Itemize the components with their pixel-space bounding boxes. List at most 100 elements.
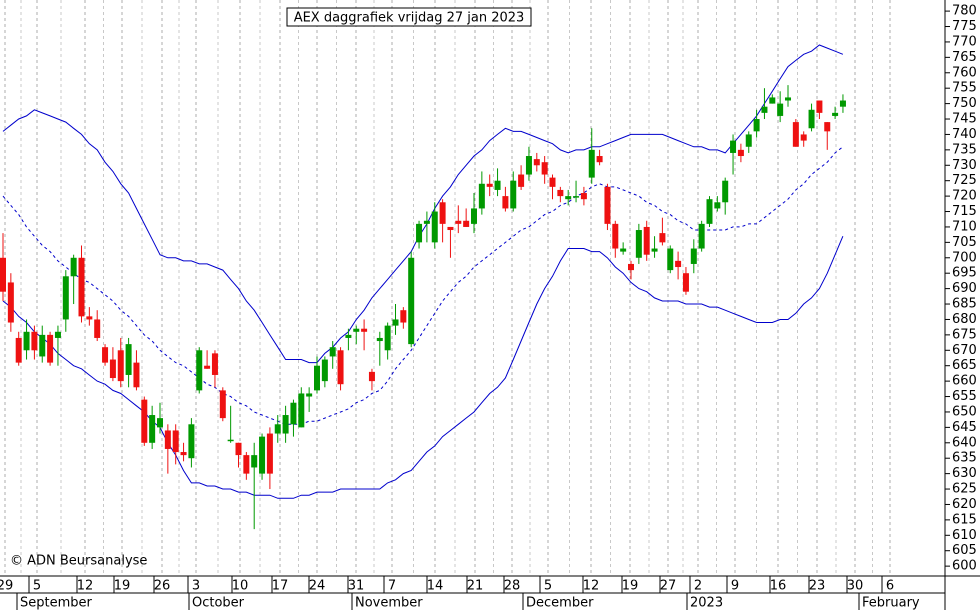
- candle-body: [478, 183, 485, 209]
- y-tick-label: 770: [952, 34, 977, 49]
- y-tick-label: 685: [952, 297, 977, 312]
- candle-body: [471, 208, 477, 224]
- candle-body: [839, 100, 846, 107]
- candle-body: [211, 353, 218, 375]
- y-tick-label: 780: [952, 4, 977, 19]
- candle-body: [714, 202, 721, 209]
- x-tick-label: 5: [544, 579, 552, 594]
- candle-body: [196, 350, 203, 391]
- month-label: December: [526, 596, 594, 611]
- candle-body: [431, 211, 438, 243]
- x-tick-label: 27: [660, 579, 677, 594]
- y-tick-label: 640: [952, 435, 977, 450]
- candle-body: [447, 226, 454, 231]
- candle-body: [54, 331, 61, 338]
- y-tick-label: 655: [952, 389, 977, 404]
- y-tick-label: 715: [952, 204, 977, 219]
- candle-body: [785, 97, 791, 101]
- x-tick-label: 3: [192, 579, 200, 594]
- candle-body: [125, 344, 132, 375]
- x-tick-label: 26: [154, 579, 171, 594]
- candle-body: [737, 149, 744, 157]
- candle-body: [149, 415, 156, 443]
- candle-body: [510, 180, 517, 209]
- x-tick-label: 12: [77, 579, 94, 594]
- candle-body: [204, 365, 211, 369]
- candle-body: [580, 193, 587, 200]
- candle-body: [722, 180, 729, 203]
- candle-body: [39, 334, 46, 357]
- candle-body: [70, 257, 77, 277]
- candle-body: [314, 365, 320, 391]
- x-tick-label: 14: [427, 579, 444, 594]
- candle-body: [408, 257, 415, 345]
- candle-body: [62, 276, 69, 320]
- y-tick-label: 745: [952, 112, 977, 127]
- x-tick-label: 21: [467, 579, 484, 594]
- candle-body: [164, 430, 171, 449]
- y-tick-label: 710: [952, 219, 977, 234]
- y-tick-label: 675: [952, 327, 977, 342]
- copyright: © ADN Beursanalyse: [10, 554, 147, 569]
- x-tick-label: 19: [114, 579, 131, 594]
- grid: [4, 0, 891, 576]
- candle-body: [769, 97, 776, 104]
- candle-body: [816, 100, 823, 113]
- chart-title: AEX daggrafiek vrijdag 27 jan 2023: [294, 11, 525, 26]
- candle-body: [298, 393, 305, 428]
- y-tick-label: 720: [952, 189, 977, 204]
- candle-body: [47, 334, 54, 363]
- candle-body: [620, 248, 627, 252]
- y-tick-label: 665: [952, 358, 977, 373]
- y-tick-label: 700: [952, 250, 977, 265]
- candle-body: [824, 122, 831, 132]
- y-tick-label: 625: [952, 482, 977, 497]
- candle-body: [0, 257, 6, 292]
- candle-body: [94, 319, 101, 338]
- candle-body: [392, 319, 399, 326]
- y-tick-label: 755: [952, 81, 977, 96]
- y-tick-label: 610: [952, 528, 977, 543]
- candle-body: [659, 233, 666, 243]
- candle-body: [15, 337, 22, 363]
- candle-body: [227, 439, 234, 442]
- month-label: February: [862, 596, 920, 611]
- candle-body: [321, 359, 328, 382]
- x-tick-label: 7: [388, 579, 396, 594]
- y-tick-label: 775: [952, 19, 977, 34]
- plot: [0, 44, 846, 530]
- candle-body: [596, 156, 603, 163]
- month-label: 2023: [690, 596, 723, 611]
- y-tick-label: 705: [952, 235, 977, 250]
- candle-body: [628, 263, 634, 271]
- candle-body: [518, 174, 525, 187]
- candle-body: [690, 248, 697, 264]
- candle-body: [525, 156, 532, 175]
- x-tick-label: 31: [348, 579, 365, 594]
- candle-body: [133, 362, 140, 388]
- y-tick-label: 690: [952, 281, 977, 296]
- x-tick-label: 24: [309, 579, 326, 594]
- candle-body: [235, 442, 242, 456]
- y-tick-label: 735: [952, 142, 977, 157]
- candle-body: [282, 415, 289, 434]
- candle-body: [416, 223, 423, 243]
- month-label: November: [355, 596, 423, 611]
- candle-body: [588, 149, 595, 178]
- x-tick-label: 10: [232, 579, 249, 594]
- candle-body: [675, 260, 682, 268]
- candle-body: [102, 347, 109, 363]
- candle-body: [494, 180, 501, 190]
- candle-body: [266, 433, 273, 474]
- y-tick-label: 615: [952, 512, 977, 527]
- candle-body: [423, 220, 430, 224]
- candle-body: [329, 347, 336, 357]
- month-label: October: [192, 596, 245, 611]
- candle-body: [706, 199, 713, 224]
- candle-body: [31, 331, 38, 351]
- candle-body: [745, 134, 752, 147]
- x-tick-label: 5: [33, 579, 41, 594]
- y-tick-label: 765: [952, 50, 977, 65]
- y-tick-label: 605: [952, 543, 977, 558]
